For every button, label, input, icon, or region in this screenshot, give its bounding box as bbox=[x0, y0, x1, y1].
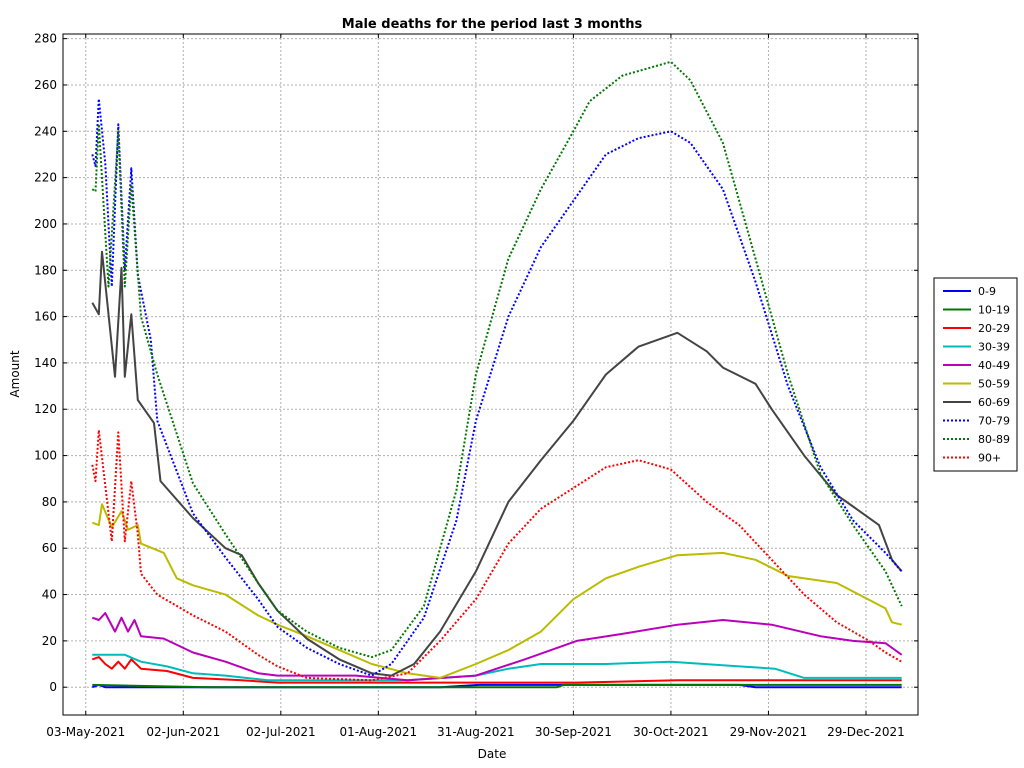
x-tick-label: 30-Oct-2021 bbox=[633, 725, 709, 739]
x-axis-ticks: 03-May-2021 02-Jun-2021 02-Jul-2021 01-Aug-… bbox=[46, 34, 905, 739]
legend-label: 70-79 bbox=[978, 415, 1010, 428]
y-tick-label: 200 bbox=[34, 217, 57, 231]
y-tick-label: 20 bbox=[42, 634, 57, 648]
x-axis-label: Date bbox=[478, 747, 507, 761]
plot-frame bbox=[62, 33, 919, 716]
grid-lines bbox=[63, 34, 918, 715]
series-line-60-69 bbox=[91, 250, 903, 677]
series-line-50-59 bbox=[91, 503, 902, 679]
legend-label: 60-69 bbox=[978, 396, 1010, 409]
x-tick-label: 29-Nov-2021 bbox=[730, 725, 808, 739]
y-tick-label: 280 bbox=[34, 32, 57, 46]
y-tick-label: 220 bbox=[34, 171, 57, 185]
y-tick-label: 160 bbox=[34, 310, 57, 324]
y-tick-label: 60 bbox=[42, 541, 57, 555]
y-tick-label: 140 bbox=[34, 356, 57, 370]
x-tick-label: 30-Sep-2021 bbox=[535, 725, 612, 739]
y-tick-label: 240 bbox=[34, 124, 57, 138]
series-layer bbox=[91, 60, 903, 689]
x-tick-label: 02-Jun-2021 bbox=[146, 725, 220, 739]
y-tick-label: 80 bbox=[42, 495, 57, 509]
x-tick-label: 31-Aug-2021 bbox=[437, 725, 515, 739]
y-tick-label: 260 bbox=[34, 78, 57, 92]
series-line-10-19 bbox=[92, 683, 902, 689]
x-tick-label: 29-Dec-2021 bbox=[827, 725, 905, 739]
series-line-40-49 bbox=[91, 612, 903, 682]
y-tick-label: 180 bbox=[34, 263, 57, 277]
y-tick-label: 100 bbox=[34, 449, 57, 463]
series-line-20-29 bbox=[91, 656, 902, 684]
y-axis-label: Amount bbox=[8, 350, 22, 397]
legend-label: 40-49 bbox=[978, 359, 1010, 372]
legend-label: 50-59 bbox=[978, 378, 1010, 391]
legend-label: 80-89 bbox=[978, 433, 1010, 446]
x-tick-label: 01-Aug-2021 bbox=[340, 725, 418, 739]
series-line-80-89 bbox=[91, 60, 903, 659]
legend: 0-9 10-19 20-29 30-39 40-49 50-59 60-69 70-79 80… bbox=[933, 277, 1018, 472]
legend-label: 30-39 bbox=[978, 341, 1010, 354]
legend-label: 90+ bbox=[978, 452, 1001, 465]
series-line-90+ bbox=[91, 429, 903, 682]
legend-label: 10-19 bbox=[978, 304, 1010, 317]
y-tick-label: 120 bbox=[34, 402, 57, 416]
y-axis-ticks: 0 20 40 60 80 100 120 140 160 180 200 220 240 260 280 bbox=[34, 32, 918, 694]
x-tick-label: 03-May-2021 bbox=[46, 725, 125, 739]
y-tick-label: 40 bbox=[42, 588, 57, 602]
legend-label: 20-29 bbox=[978, 322, 1010, 335]
legend-label: 0-9 bbox=[978, 285, 996, 298]
x-tick-label: 02-Jul-2021 bbox=[246, 725, 316, 739]
plot-background bbox=[63, 34, 918, 715]
chart-title: Male deaths for the period last 3 months bbox=[342, 17, 643, 32]
y-tick-label: 0 bbox=[49, 680, 57, 694]
